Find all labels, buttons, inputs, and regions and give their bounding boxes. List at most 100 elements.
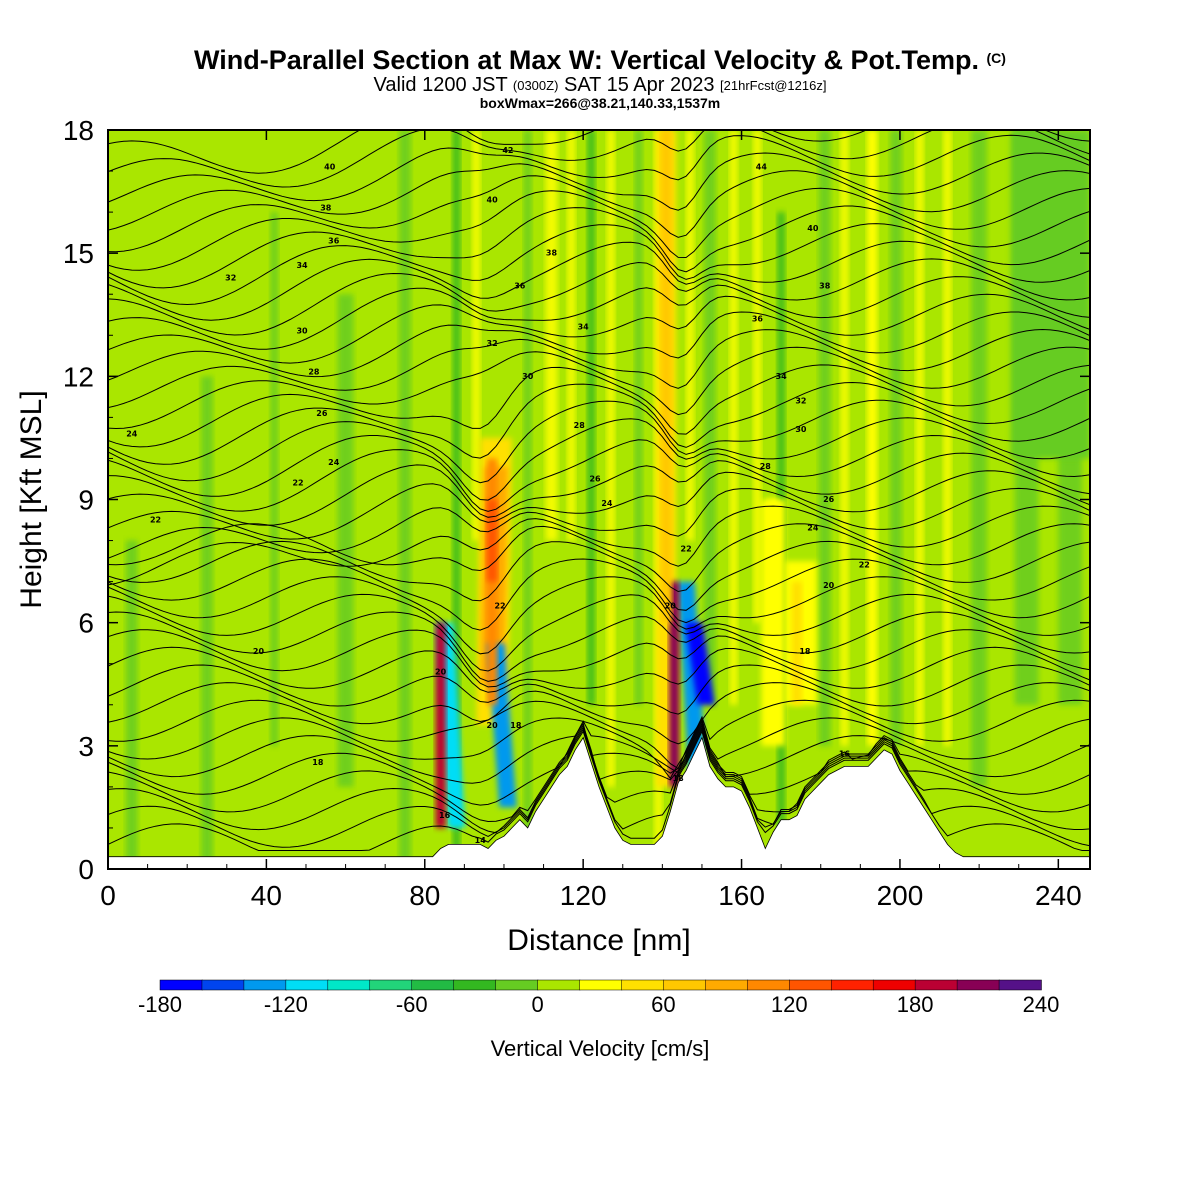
velocity-streak: [125, 540, 138, 869]
isentrope-line: [108, 223, 1090, 306]
isentrope-line: [108, 328, 1090, 409]
isentrope-label: 26: [589, 474, 601, 483]
isentrope-line: [108, 417, 1090, 501]
isentrope-line: [108, 723, 1090, 823]
isentrope-label: 24: [126, 429, 138, 438]
isentrope-line: [108, 276, 1090, 350]
isentrope-line: [108, 130, 1090, 188]
isentrope-line: [108, 646, 1090, 693]
colorbar-swatch: [789, 979, 832, 991]
isentrope-line: [108, 487, 1090, 559]
isentrope-label: 32: [487, 339, 498, 348]
isentrope-label: 22: [292, 479, 303, 488]
updraft-core: [661, 130, 672, 623]
isentrope-label: 26: [823, 495, 835, 504]
field-background: [108, 130, 1090, 869]
colorbar-swatch: [411, 979, 455, 991]
isentrope-label: 18: [510, 721, 522, 730]
isentrope-line: [108, 717, 1090, 780]
colorbar-swatch: [579, 979, 623, 991]
isentrope-line: [108, 725, 1090, 834]
velocity-streak: [753, 130, 762, 623]
x-tick-label: 160: [718, 880, 765, 911]
chart-title: Wind-Parallel Section at Max W: Vertical…: [0, 42, 1200, 76]
isentrope-line: [108, 629, 1090, 688]
isentrope-labels: 40 38 36 34 32 30 28 26 24 24 22 22 20 18 42 40 38 36 34 32…: [126, 146, 870, 845]
isentrope-label: 16: [439, 811, 451, 820]
velocity-streak: [818, 130, 831, 746]
velocity-streak: [729, 130, 738, 705]
isentrope-line: [108, 576, 1090, 655]
isentrope-label: 24: [328, 458, 340, 467]
velocity-streak: [840, 130, 849, 746]
title-block: Wind-Parallel Section at Max W: Vertical…: [0, 42, 1200, 111]
isentrope-label: 24: [807, 524, 819, 533]
isentrope-line: [108, 452, 1090, 526]
velocity-streak: [890, 130, 902, 746]
colorbar-swatch: [495, 979, 539, 991]
isentrope-label: 40: [807, 224, 819, 233]
colorbar-tick-label: -60: [396, 992, 428, 1017]
x-tick-label: 0: [100, 880, 116, 911]
isentrope-line: [108, 187, 1090, 271]
isentrope-label: 32: [225, 273, 236, 282]
isentrope-line: [108, 682, 1090, 745]
isentrope-label: 30: [522, 372, 534, 381]
colorbar-swatch: [998, 979, 1042, 991]
isentrope-label: 28: [308, 368, 320, 377]
isentrope-lines: [108, 130, 1090, 851]
isentrope-line: [108, 381, 1090, 465]
velocity-streak: [567, 130, 576, 541]
isentrope-line: [108, 240, 1090, 321]
updraft-core: [791, 581, 803, 705]
isentrope-line: [108, 699, 1090, 770]
updraft-core: [768, 499, 779, 705]
isentrope-line: [108, 505, 1090, 586]
isentrope-label: 44: [756, 162, 768, 171]
x-tick-label: 120: [560, 880, 607, 911]
isentrope-line: [108, 730, 1090, 851]
velocity-streak: [634, 130, 643, 705]
colorbar-swatch: [830, 979, 874, 991]
velocity-streak: [337, 294, 354, 787]
x-tick-label: 80: [409, 880, 440, 911]
colorbar-swatch: [453, 979, 497, 991]
colorbar-tick-label: 60: [651, 992, 675, 1017]
y-tick-label: 9: [78, 485, 94, 516]
updraft-core: [867, 130, 878, 746]
y-tick-label: 6: [78, 608, 94, 639]
isentrope-line: [108, 721, 1090, 806]
isentrope-label: 38: [819, 282, 831, 291]
isentrope-line: [108, 130, 1090, 174]
velocity-streak: [703, 130, 716, 705]
colorbar-swatch: [159, 979, 203, 991]
velocity-streak: [201, 376, 213, 869]
colorbar-tick-label: 120: [771, 992, 808, 1017]
velocity-streak: [452, 130, 461, 869]
isentrope-line: [108, 205, 1090, 289]
colorbar-tick-label: 240: [1023, 992, 1060, 1017]
colorbar-tick-label: -180: [138, 992, 182, 1017]
valid-utc: (0300Z): [512, 78, 559, 93]
velocity-streak: [971, 130, 988, 787]
colorbar-swatch: [201, 979, 245, 991]
y-tick-label: 15: [63, 238, 94, 269]
updraft-core: [669, 581, 680, 787]
velocity-streak: [472, 130, 481, 541]
updraft-core: [435, 622, 446, 828]
velocity-streak: [270, 212, 279, 746]
velocity-streak: [943, 130, 952, 746]
isentrope-line: [108, 152, 1090, 231]
velocity-streak: [545, 130, 558, 541]
x-tick-label: 240: [1035, 880, 1082, 911]
chart-title-text: Wind-Parallel Section at Max W: Vertical…: [194, 45, 979, 75]
colorbar-swatch: [914, 979, 958, 991]
isentrope-line: [108, 258, 1090, 336]
isentrope-label: 42: [502, 146, 513, 155]
colorbar-swatch: [705, 979, 749, 991]
isentrope-label: 34: [296, 261, 308, 270]
terrain: [107, 736, 1091, 870]
isentrope-line: [108, 611, 1090, 682]
y-tick-label: 0: [78, 854, 94, 885]
